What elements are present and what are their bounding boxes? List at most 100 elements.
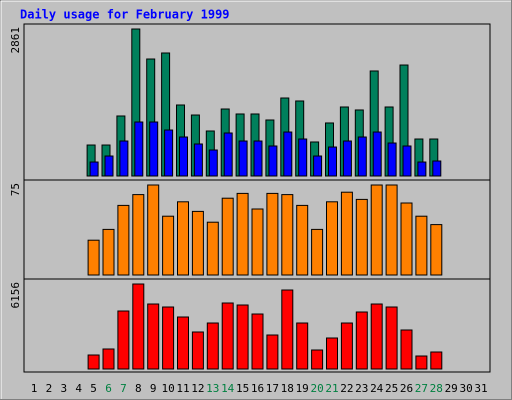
y-tick-label: 6156 [9,282,22,309]
bar [162,215,175,276]
bar [223,132,233,177]
bar [340,322,353,370]
bar [134,121,144,177]
x-tick-label: 25 [385,382,398,395]
bar [102,228,115,276]
bar [296,322,309,370]
x-tick-label: 30 [459,382,472,395]
bar [283,131,293,177]
bar [268,145,278,177]
x-tick-label: 26 [400,382,413,395]
bar [387,142,397,177]
bar [313,155,323,177]
x-tick-label: 5 [90,382,97,395]
bar [415,215,428,276]
bar [89,161,99,177]
x-tick-label: 31 [474,382,487,395]
bar [415,355,428,370]
x-tick-label: 23 [355,382,368,395]
x-tick-label: 18 [281,382,294,395]
bar [432,160,442,177]
bar [342,140,352,177]
bar [281,194,294,276]
bar [236,304,249,370]
x-tick-label: 27 [415,382,428,395]
bar [208,149,218,177]
bar [104,155,114,177]
bar [370,303,383,370]
bar [177,316,189,370]
x-tick-label: 3 [60,382,67,395]
bar [191,331,204,370]
bar [385,184,398,276]
x-tick-label: 2 [46,382,53,395]
bar [355,198,368,276]
bar [296,204,309,276]
bar [385,306,398,370]
bar [430,351,443,370]
bar [193,143,203,177]
bar [191,210,204,276]
y-tick-label: 75 [9,183,22,196]
bar [147,303,160,370]
bar [251,208,264,276]
bar [102,348,115,370]
x-tick-label: 9 [150,382,157,395]
bar [149,121,159,177]
x-tick-label: 17 [266,382,279,395]
x-tick-label: 13 [206,382,219,395]
bar [179,136,188,177]
bar [87,239,100,276]
bar [221,197,234,276]
x-tick-label: 6 [105,382,112,395]
bar [355,311,368,370]
bar [400,329,413,370]
y-tick-label: 2861 [9,27,22,54]
x-tick-label: 28 [430,382,443,395]
x-tick-label: 20 [310,382,323,395]
chart-title: Daily usage for February 1999 [20,8,230,22]
x-tick-label: 12 [191,382,204,395]
x-tick-label: 15 [236,382,249,395]
bar [177,201,189,276]
bar [328,146,337,177]
bar [340,191,353,276]
bar [417,161,427,177]
bar [117,310,130,370]
bar [311,349,324,370]
x-tick-label: 7 [120,382,127,395]
bar [236,192,249,276]
x-tick-label: 11 [176,382,189,395]
bar [238,140,248,177]
bar [326,201,338,276]
bar [164,129,174,177]
bar [206,322,219,370]
x-tick-label: 8 [135,382,142,395]
bar [370,184,383,276]
bar [162,306,175,370]
x-tick-label: 10 [161,382,174,395]
panel-frame [23,278,491,373]
bar [311,228,324,276]
bar [132,194,145,276]
x-tick-label: 1 [31,382,38,395]
bar [400,202,413,276]
bar [298,138,308,177]
bar [251,313,264,370]
bar [430,224,443,276]
bar [266,334,279,370]
x-tick-label: 16 [251,382,264,395]
bar [357,136,367,177]
x-tick-label: 22 [340,382,353,395]
bar [253,140,263,177]
x-tick-label: 19 [296,382,309,395]
x-tick-label: 29 [445,382,458,395]
bar [206,221,219,276]
bar [266,192,279,276]
bar [221,302,234,370]
x-tick-label: 21 [325,382,338,395]
x-tick-label: 4 [75,382,82,395]
bar [281,289,294,370]
bar [87,354,100,370]
